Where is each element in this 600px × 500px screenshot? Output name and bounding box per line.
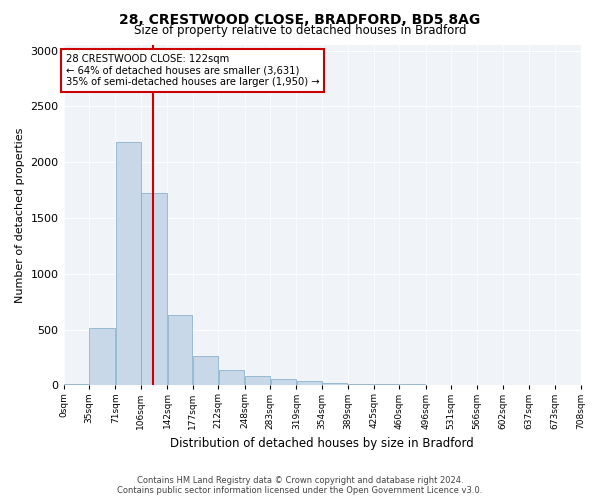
Bar	[297, 382, 322, 386]
Bar	[245, 376, 270, 386]
Bar	[322, 383, 347, 386]
Bar	[271, 379, 296, 386]
Bar	[400, 384, 425, 386]
Bar	[426, 385, 451, 386]
Y-axis label: Number of detached properties: Number of detached properties	[15, 128, 25, 303]
Bar	[64, 384, 89, 386]
Bar	[116, 142, 140, 386]
Bar	[374, 384, 399, 386]
Text: 28 CRESTWOOD CLOSE: 122sqm
← 64% of detached houses are smaller (3,631)
35% of s: 28 CRESTWOOD CLOSE: 122sqm ← 64% of deta…	[66, 54, 319, 86]
Bar	[89, 328, 115, 386]
Bar	[452, 385, 476, 386]
Bar	[219, 370, 244, 386]
Bar	[348, 384, 373, 386]
X-axis label: Distribution of detached houses by size in Bradford: Distribution of detached houses by size …	[170, 437, 474, 450]
Text: Contains HM Land Registry data © Crown copyright and database right 2024.
Contai: Contains HM Land Registry data © Crown c…	[118, 476, 482, 495]
Bar	[193, 356, 218, 386]
Text: 28, CRESTWOOD CLOSE, BRADFORD, BD5 8AG: 28, CRESTWOOD CLOSE, BRADFORD, BD5 8AG	[119, 12, 481, 26]
Text: Size of property relative to detached houses in Bradford: Size of property relative to detached ho…	[134, 24, 466, 37]
Bar	[167, 315, 193, 386]
Bar	[477, 385, 503, 386]
Bar	[142, 194, 167, 386]
